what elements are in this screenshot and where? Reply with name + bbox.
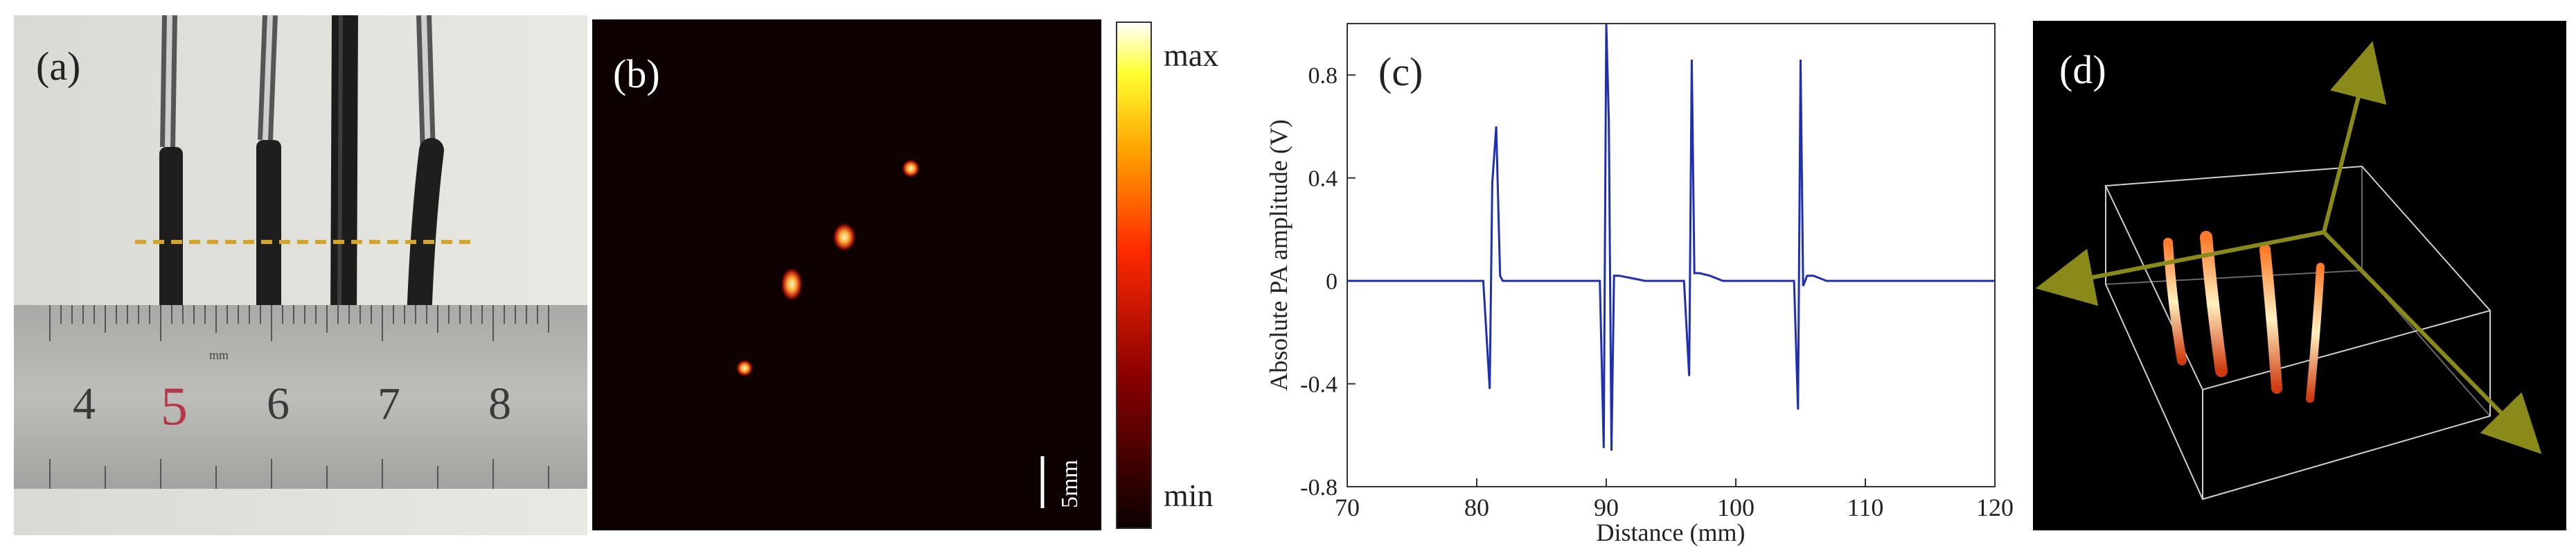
wire-3: [330, 15, 358, 321]
x-tick-label: 90: [1594, 494, 1619, 521]
wire-renderings: [2163, 231, 2325, 403]
rendered-wire-2: [2200, 231, 2228, 377]
spot-2: [832, 222, 857, 252]
x-axis-label: Distance (mm): [1597, 519, 1746, 546]
y-tick-label: -0.8: [1300, 475, 1338, 501]
colorbar-gradient: [1116, 21, 1152, 529]
series-line: [1347, 23, 1995, 451]
wire-1: [159, 15, 183, 317]
panel-d-3d: (d): [2033, 21, 2566, 530]
ruler-number-5: 5: [161, 376, 188, 436]
x-tick-label: 70: [1335, 494, 1360, 521]
ruler-number-6: 6: [267, 379, 290, 429]
spot-1: [901, 159, 921, 178]
rendered-wire-1: [2163, 238, 2187, 365]
spot-3: [780, 266, 803, 302]
colorbar: max min: [1115, 21, 1274, 530]
wire-group: [159, 15, 444, 333]
pa-amplitude-chart: 70 80 90 100 110 120 0.8 0.4 0 -0.4 -0.8 Distance …: [1265, 23, 2014, 546]
spot-4: [736, 359, 754, 377]
render-3d: [2035, 41, 2542, 501]
steel-ruler: mm 4 5 6 7 8: [14, 305, 587, 489]
volume-box: [2104, 165, 2491, 501]
y-tick-label: -0.4: [1300, 372, 1338, 398]
x-tick-label: 80: [1464, 494, 1489, 521]
wire-4: [407, 15, 444, 333]
panel-label-d: (d): [2059, 47, 2106, 92]
x-tick-label: 110: [1847, 494, 1884, 521]
panel-label-a: (a): [36, 44, 81, 89]
wires-photo-illustration: mm 4 5 6 7 8: [14, 15, 587, 535]
pa-image-spots: 5mm: [736, 159, 1083, 508]
panel-a-photo: mm 4 5 6 7 8 (a): [14, 15, 587, 535]
coordinate-axes: [2035, 41, 2542, 454]
scale-bar-label: 5mm: [1057, 460, 1083, 508]
ruler-number-4: 4: [73, 379, 96, 429]
y-axis-label: Absolute PA amplitude (V): [1265, 119, 1293, 391]
panel-label-b: (b): [613, 51, 660, 96]
x-tick-label: 120: [1976, 494, 2014, 521]
y-tick-label: 0.8: [1308, 63, 1338, 89]
x-tick-label: 100: [1717, 494, 1755, 521]
ruler-number-8: 8: [488, 379, 511, 429]
y-tick-label: 0.4: [1308, 166, 1338, 192]
ruler-number-7: 7: [377, 379, 400, 429]
panel-label-c: (c): [1378, 49, 1423, 94]
wire-2: [256, 15, 281, 317]
colorbar-max-label: max: [1164, 37, 1218, 73]
panel-b-image: 5mm (b): [592, 19, 1101, 530]
colorbar-min-label: min: [1164, 478, 1214, 513]
panel-c-chart: 70 80 90 100 110 120 0.8 0.4 0 -0.4 -0.8 Distance …: [1254, 14, 2016, 547]
rendered-wire-3: [2259, 244, 2282, 394]
plot-frame: [1347, 23, 1996, 487]
rendered-wire-4: [2306, 263, 2325, 403]
ruler-unit: mm: [209, 348, 229, 362]
y-tick-label: 0: [1326, 269, 1338, 295]
